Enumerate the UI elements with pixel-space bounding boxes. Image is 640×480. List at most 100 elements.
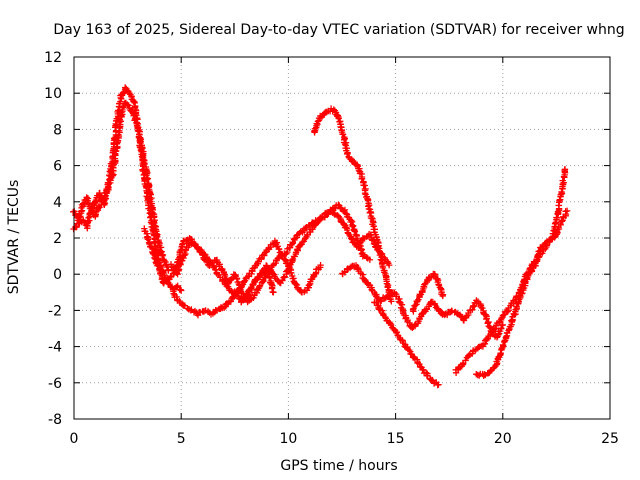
series-track-9	[371, 299, 442, 389]
data-point	[165, 267, 172, 274]
y-tick-label: -4	[48, 340, 62, 356]
data-point-segment	[336, 118, 348, 141]
x-tick-label: 5	[177, 431, 186, 447]
data-point-segment	[143, 170, 155, 203]
data-point-segment	[377, 294, 390, 305]
data-point-segment	[200, 307, 213, 316]
data-point-segment	[323, 107, 334, 116]
series-track-2	[70, 99, 172, 274]
series-track-5	[167, 201, 374, 306]
data-point-segment	[165, 279, 176, 291]
data-point-segment	[544, 235, 556, 245]
series-track-12	[473, 207, 571, 379]
data-point	[563, 207, 571, 215]
x-tick-label: 10	[279, 431, 297, 447]
series-track-6	[238, 208, 393, 305]
data-point-segment	[156, 244, 167, 263]
data-point-segment	[499, 325, 513, 350]
y-tick-label: 8	[53, 122, 62, 138]
data-point-segment	[288, 245, 301, 264]
series-track-10	[409, 270, 447, 315]
data-point-segment	[378, 260, 390, 285]
data-point-segment	[289, 231, 301, 246]
data-point-segment	[431, 271, 442, 286]
data-point-segment	[174, 282, 184, 293]
data-point	[270, 289, 277, 296]
y-tick-label: 12	[44, 50, 62, 66]
data-point-segment	[375, 242, 386, 267]
data-point	[366, 256, 374, 263]
data-point-segment	[130, 111, 141, 131]
data-point-segment	[147, 243, 160, 267]
data-point-segment	[486, 362, 499, 376]
data-point-segment	[361, 189, 374, 213]
data-point-segment	[311, 118, 322, 136]
data-point	[499, 321, 506, 329]
axis-ticks: 0 5 10 15 20 25 -8 -6 -4 -2 0 2 4 6 8 10 12	[44, 50, 619, 447]
y-tick-label: -8	[48, 412, 62, 428]
data-point-segment	[341, 221, 354, 240]
data-point-segment	[160, 275, 173, 287]
data-point-segment	[554, 167, 569, 215]
data-point	[317, 261, 324, 269]
data-point-segment	[491, 318, 504, 333]
y-tick-label: 0	[53, 267, 62, 283]
data-point-segment	[413, 291, 425, 305]
data-point-segment	[493, 344, 506, 368]
data-point	[435, 381, 442, 388]
data-point-segment	[471, 343, 483, 355]
data-point-segment	[218, 266, 231, 285]
data-point-segment	[315, 112, 326, 124]
data-point-segment	[383, 317, 396, 331]
data-point-segment	[227, 289, 239, 305]
data-point-segment	[276, 273, 288, 287]
data-point-segment	[252, 254, 265, 269]
y-tick-label: -6	[48, 376, 62, 392]
data-point-segment	[452, 363, 465, 376]
data-point-segment	[151, 225, 163, 249]
data-point-segment	[358, 170, 369, 194]
data-point-segment	[179, 240, 193, 260]
data-point-segment	[409, 318, 422, 331]
data-point	[561, 166, 569, 173]
data-point-segment	[402, 343, 415, 358]
x-axis-label: GPS time / hours	[280, 458, 397, 474]
data-point	[439, 292, 446, 300]
y-tick-label: 10	[44, 86, 62, 102]
y-tick-label: -2	[48, 303, 62, 319]
x-tick-label: 20	[494, 431, 512, 447]
x-tick-label: 15	[387, 431, 405, 447]
y-tick-label: 6	[53, 159, 62, 175]
data-point	[385, 261, 393, 269]
data-points	[70, 84, 571, 389]
data-point-segment	[238, 289, 250, 305]
data-point-segment	[95, 196, 107, 210]
series-track-11	[452, 166, 569, 376]
y-tick-label: 4	[53, 195, 62, 211]
data-point-segment	[212, 266, 224, 281]
chart-title: Day 163 of 2025, Sidereal Day-to-day VTE…	[53, 22, 624, 38]
data-point-segment	[315, 213, 328, 224]
data-point-segment	[390, 325, 402, 340]
x-tick-label: 0	[70, 431, 79, 447]
data-point-segment	[551, 221, 564, 241]
data-point-segment	[244, 294, 257, 306]
series-track-8	[339, 262, 506, 341]
data-point-segment	[122, 84, 133, 97]
data-point-segment	[418, 281, 428, 296]
y-tick-label: 2	[53, 231, 62, 247]
data-point	[178, 287, 185, 294]
data-point-segment	[269, 270, 282, 285]
series-track-7	[311, 105, 395, 305]
data-point-segment	[506, 308, 519, 333]
data-point-segment	[335, 201, 347, 214]
data-point-segment	[84, 209, 94, 232]
data-point-segment	[359, 252, 371, 262]
data-point-segment	[212, 256, 225, 272]
series-track-4	[170, 237, 324, 319]
data-point-segment	[409, 353, 421, 367]
data-point-segment	[366, 208, 377, 230]
data-point-segment	[377, 306, 390, 322]
data-point-segment	[441, 308, 454, 319]
